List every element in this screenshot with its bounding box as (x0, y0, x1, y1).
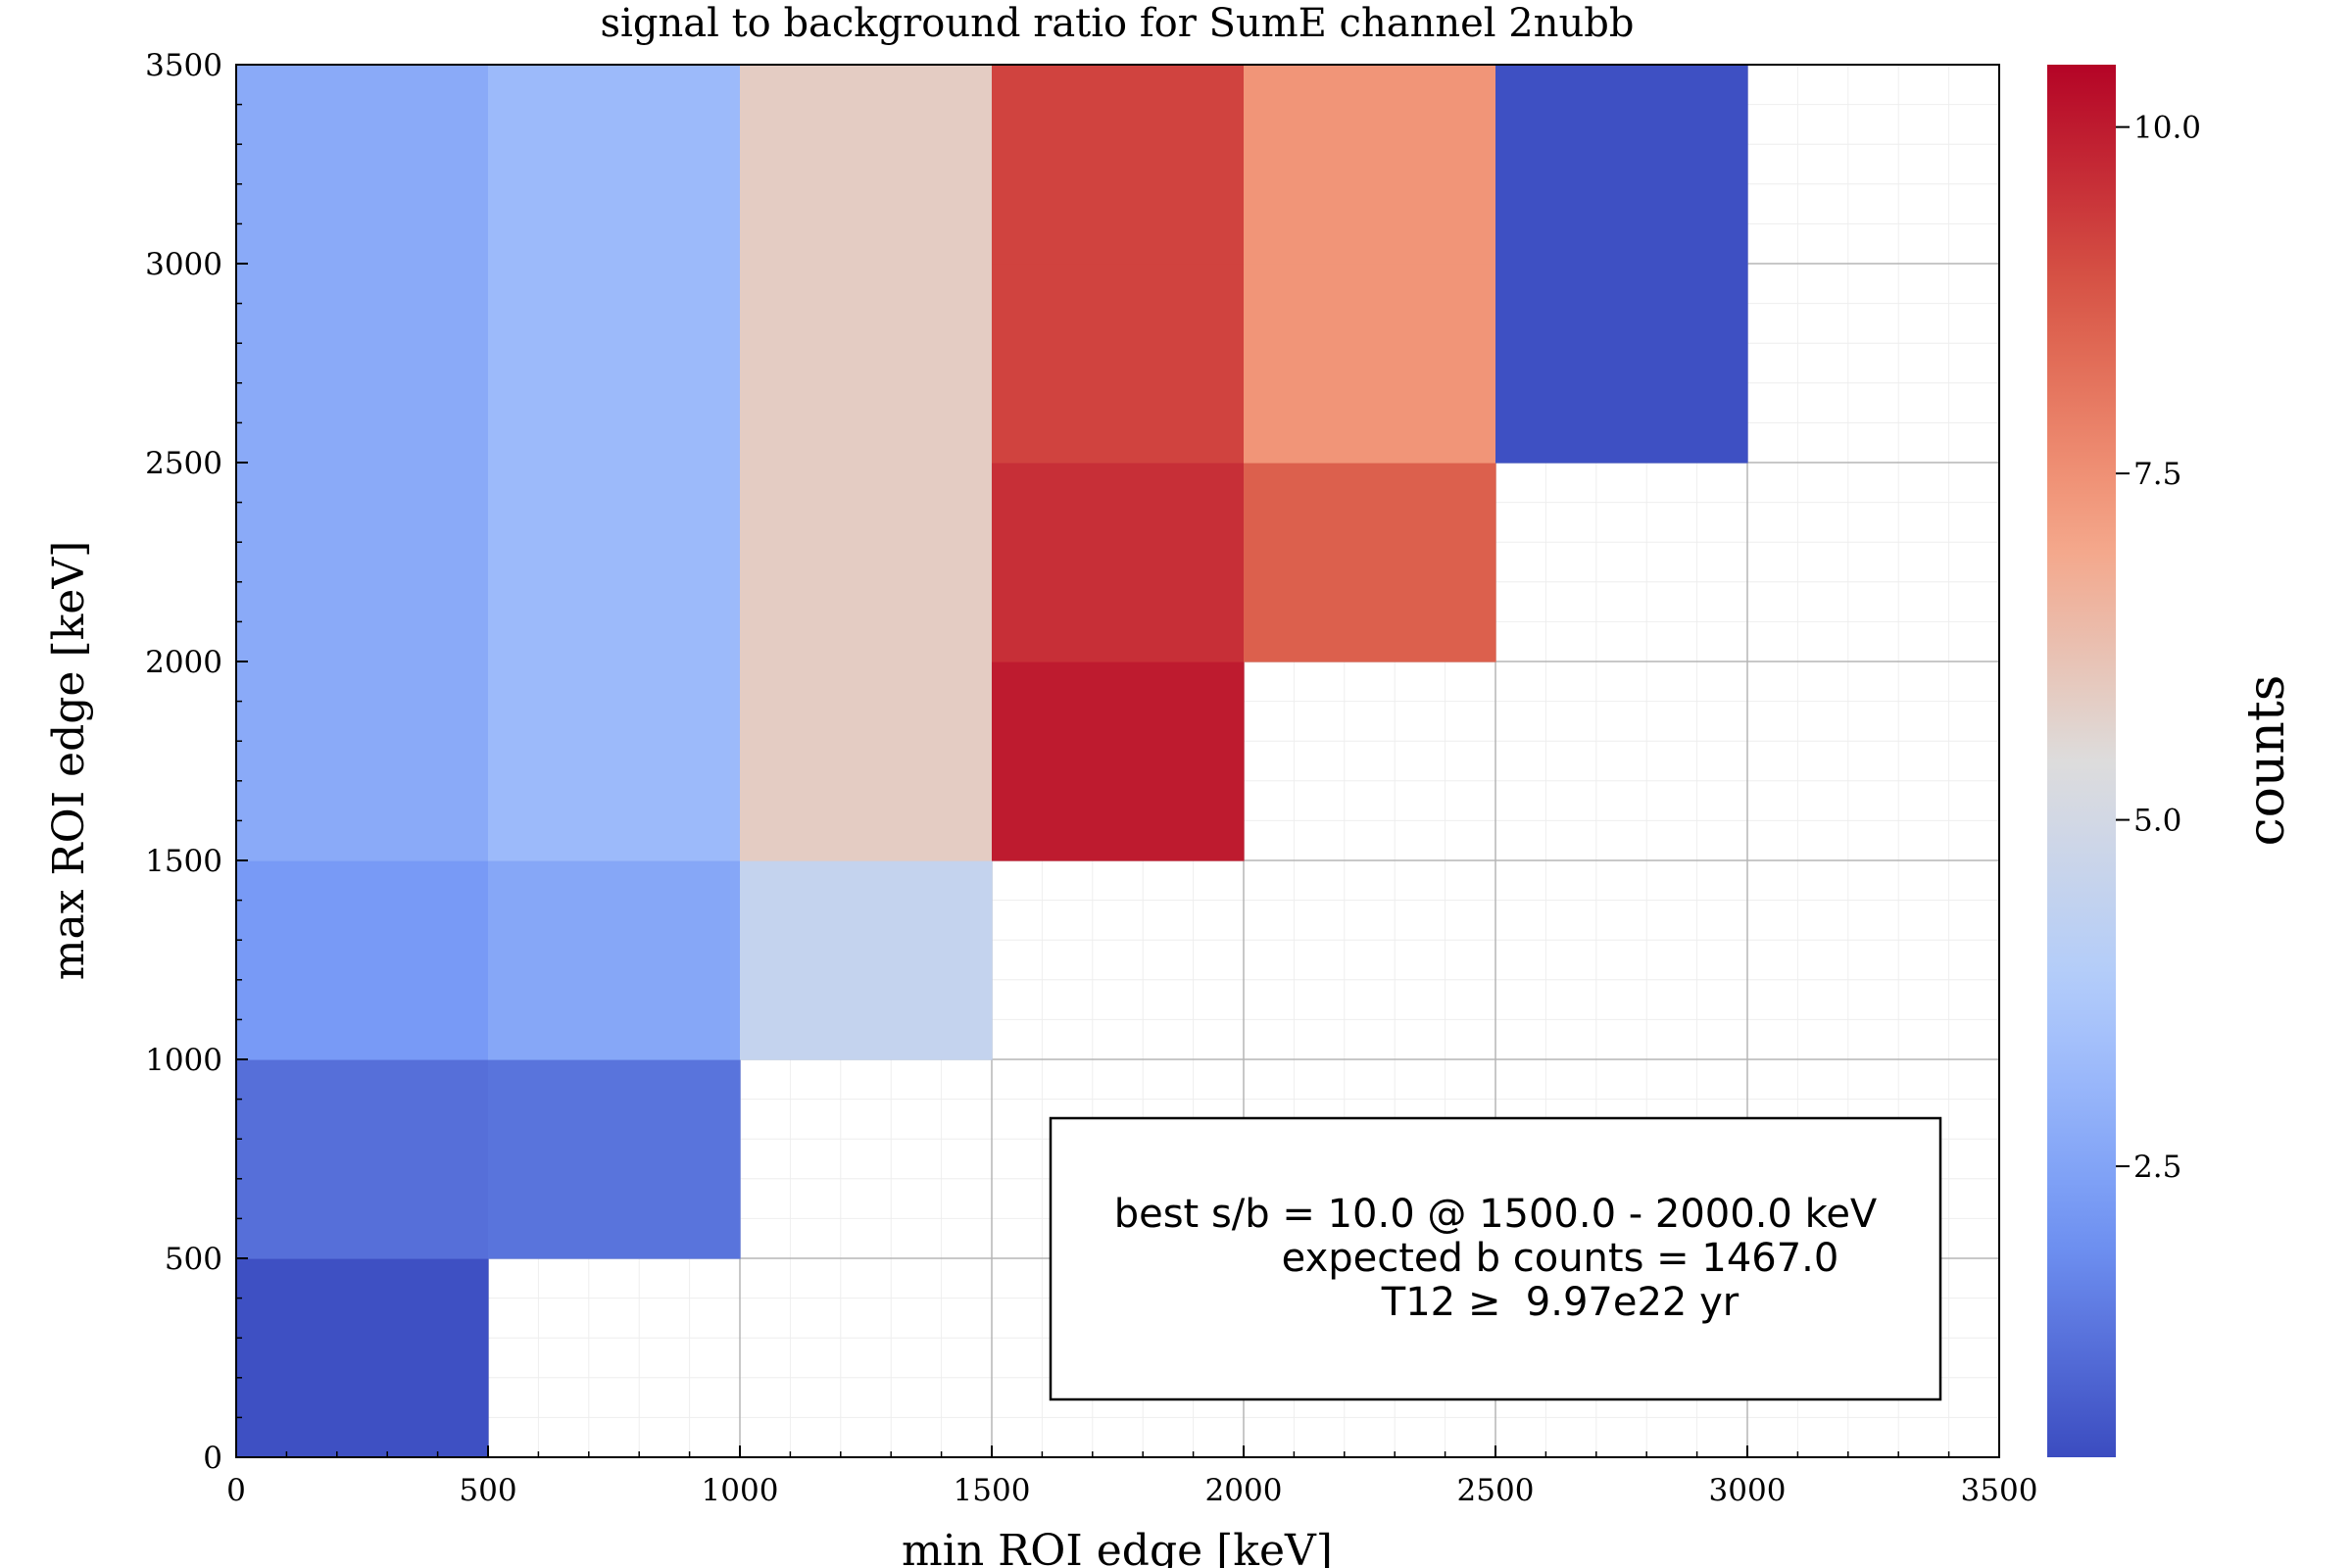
plot-frame (235, 64, 2000, 1458)
y-tick-label: 1000 (145, 1043, 222, 1078)
heatmap-cell (1244, 463, 1496, 662)
heatmap-cell (488, 1059, 741, 1259)
heatmap-cell (236, 463, 489, 662)
x-tick-label: 3500 (1961, 1473, 2038, 1508)
heatmap-cell (1244, 65, 1496, 265)
colorbar-tick-label: 10.0 (2133, 111, 2201, 146)
heatmap-cell (740, 264, 993, 464)
heatmap-cell (740, 65, 993, 265)
y-tick-label: 3500 (145, 48, 222, 83)
colorbar-label: counts (2237, 675, 2296, 847)
heatmap-cell (236, 65, 489, 265)
x-tick-label: 2000 (1205, 1473, 1283, 1508)
heatmap-cell (992, 65, 1245, 265)
heatmap-cell (488, 65, 741, 265)
heatmap-cell (236, 860, 489, 1060)
y-tick-label: 3000 (145, 247, 222, 282)
colorbar-tick-label: 2.5 (2133, 1150, 2181, 1185)
annotation-box: best s/b = 10.0 @ 1500.0 - 2000.0 keV ex… (1049, 1116, 1942, 1401)
heatmap-cell (740, 463, 993, 662)
y-tick-label: 1500 (145, 844, 222, 879)
chart-title: signal to background ratio for SumE chan… (601, 1, 1635, 46)
heatmap-cells (236, 65, 1748, 1458)
heatmap-cell (992, 463, 1245, 662)
colorbar-tick-label: 5.0 (2133, 804, 2181, 839)
heatmap-cell (1495, 65, 1748, 265)
x-axis-ticks: 0 500 1000 1500 2000 2500 3000 3500 (226, 1446, 2037, 1508)
x-tick-label: 1500 (954, 1473, 1031, 1508)
y-tick-label: 500 (165, 1242, 222, 1277)
x-tick-label: 2500 (1457, 1473, 1535, 1508)
heatmap-cell (740, 860, 993, 1060)
heatmap-cell (992, 662, 1245, 861)
heatmap-cell (740, 662, 993, 861)
y-tick-label: 2500 (145, 446, 222, 481)
x-tick-label: 0 (226, 1473, 246, 1508)
annotation-line-3: T12 ≥ 9.97e22 yr (1381, 1280, 1740, 1325)
annotation-line-2: expected b counts = 1467.0 (1282, 1236, 1839, 1281)
annotation-line-1: best s/b = 10.0 @ 1500.0 - 2000.0 keV (1114, 1192, 1878, 1237)
x-tick-label: 3000 (1709, 1473, 1787, 1508)
heatmap-cell (236, 264, 489, 464)
x-axis-label: min ROI edge [keV] (902, 1526, 1333, 1568)
heatmap-cell (236, 662, 489, 861)
heatmap-cell (236, 1258, 489, 1458)
y-tick-label: 2000 (145, 645, 222, 680)
heatmap-cell (488, 264, 741, 464)
heatmap-cell (1495, 264, 1748, 464)
heatmap-cell (488, 662, 741, 861)
y-tick-label: 0 (203, 1441, 222, 1476)
colorbar-ticks: 2.5 5.0 7.5 10.0 (2116, 111, 2201, 1185)
x-tick-label: 1000 (702, 1473, 779, 1508)
heatmap-cell (488, 463, 741, 662)
colorbar (2047, 65, 2116, 1457)
heatmap-cell (992, 264, 1245, 464)
heatmap-cell (488, 860, 741, 1060)
y-axis-ticks: 0 500 1000 1500 2000 2500 3000 3500 (145, 48, 248, 1476)
x-tick-label: 500 (459, 1473, 516, 1508)
colorbar-tick-label: 7.5 (2133, 457, 2181, 492)
heatmap-cell (236, 1059, 489, 1259)
heatmap-cell (1244, 264, 1496, 464)
y-axis-label: max ROI edge [keV] (44, 541, 94, 981)
